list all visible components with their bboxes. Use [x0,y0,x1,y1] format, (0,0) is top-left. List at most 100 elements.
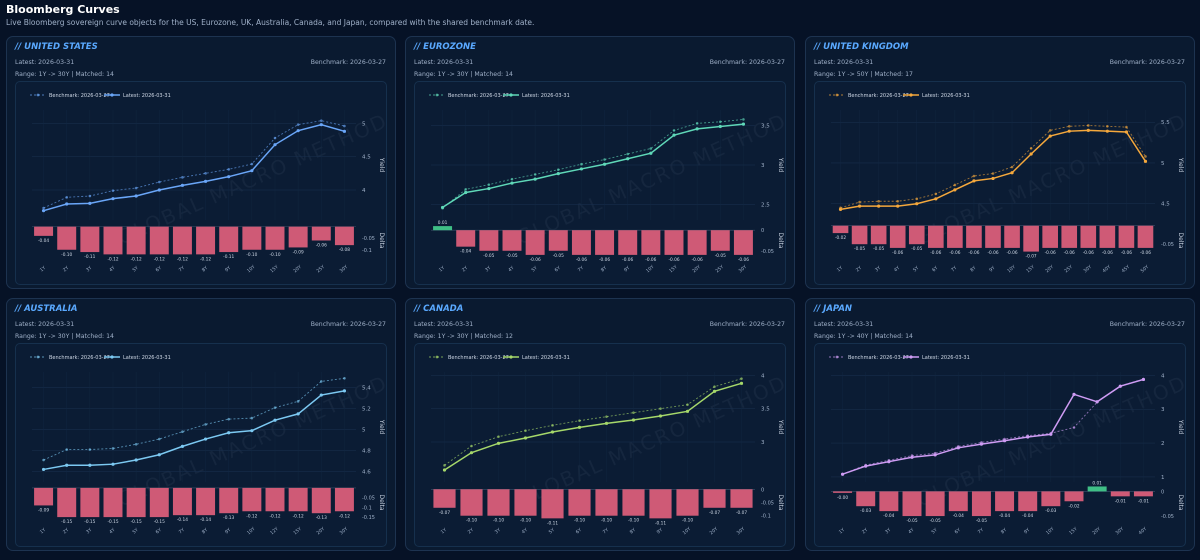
latest-point [550,430,555,434]
delta-value-label: -0.06 [576,257,587,263]
x-tick-label: 25Y [315,264,326,274]
x-tick-label: 6Y [155,527,163,535]
delta-bar [1042,225,1058,248]
x-tick-label: 4Y [108,527,116,535]
yield-tick-label: 5 [362,121,366,127]
delta-bar [57,226,77,250]
page-title: Bloomberg Curves [6,3,120,16]
x-tick-label: 4Y [893,265,901,273]
delta-bar [664,230,684,255]
curve-panel: // EUROZONE Latest: 2026-03-31 Benchmark: … [405,36,795,289]
latest-point [65,202,69,206]
delta-bar [172,487,192,516]
delta-tick-label: -0.05 [1161,514,1174,520]
benchmark-point [134,186,138,190]
legend-benchmark-marker [835,93,839,97]
range-info: Range: 1Y -> 30Y | Matched: 12 [414,333,513,340]
delta-bar [1018,491,1038,512]
delta-value-label: -0.05 [930,518,941,524]
delta-value-label: -0.13 [223,515,234,521]
yield-tick-label: 4.6 [362,470,371,476]
latest-point [712,389,717,393]
latest-point [1049,432,1053,436]
latest-point [933,453,937,457]
delta-value-label: -0.12 [107,256,118,262]
benchmark-point [1048,129,1052,132]
delta-bar [1133,491,1153,497]
x-tick-label: 7Y [602,527,610,535]
delta-bar [1137,225,1154,248]
delta-value-label: -0.12 [131,256,142,262]
latest-point [134,194,138,198]
latest-point [296,412,300,416]
legend-latest-marker [110,93,114,97]
latest-point [1118,384,1122,388]
latest-point [88,201,92,205]
yield-axis-label: Yield [1177,419,1184,434]
delta-bar [595,489,618,516]
legend-benchmark-marker [435,93,439,97]
yield-tick-label: 5 [362,428,366,434]
latest-point [672,133,676,137]
benchmark-point [556,168,560,172]
latest-point [1141,377,1146,382]
latest-date: Latest: 2026-03-31 [814,321,874,328]
latest-point [227,175,231,179]
benchmark-point [953,183,957,187]
benchmark-point [157,180,161,184]
delta-value-label: -0.04 [38,238,49,244]
delta-bar [460,489,483,516]
benchmark-point [111,447,115,450]
curve-chart: Benchmark: 2026-03-27 Latest: 2026-03-31 4… [829,93,1184,274]
benchmark-point [88,448,92,451]
legend-latest-label: Latest: 2026-03-31 [522,93,570,99]
delta-value-label: -0.06 [738,257,749,263]
delta-bar [149,226,169,255]
delta-value-label: -0.15 [84,519,95,525]
x-tick-label: 2Y [855,265,863,273]
benchmark-point [578,419,581,422]
legend-latest-label: Latest: 2026-03-31 [123,355,171,361]
benchmark-point [157,437,161,441]
delta-bar [288,226,308,248]
latest-date: Latest: 2026-03-31 [414,59,474,66]
latest-point [685,409,690,413]
yield-tick-label: 2 [1161,441,1165,447]
yield-tick-label: 4 [761,373,765,379]
delta-bar [1080,225,1097,248]
delta-bar [149,487,169,518]
latest-line [442,123,744,209]
x-tick-label: 6Y [954,527,962,535]
x-tick-label: 15Y [292,526,303,536]
legend: Benchmark: 2026-03-27 Latest: 2026-03-31 [429,355,570,361]
delta-tick-label: 0 [761,228,764,234]
page-subtitle: Live Bloomberg sovereign curve objects f… [6,18,535,27]
latest-point [631,418,636,422]
latest-point [523,436,528,440]
latest-point [342,389,347,393]
benchmark-point [250,162,254,166]
x-tick-label: 12Y [269,526,280,536]
latest-point [134,458,138,462]
curve-chart: Benchmark: 2026-03-27 Latest: 2026-03-31 4… [30,355,385,536]
delta-value-label: -0.10 [61,252,72,258]
delta-tick-label: -0.05 [761,249,774,255]
panel-title: // UNITED STATES [15,42,98,52]
delta-bar [479,230,499,251]
benchmark-point [273,136,277,140]
benchmark-point [1067,124,1071,128]
benchmark-point [227,168,231,171]
latest-point [273,418,277,422]
latest-line [444,382,742,471]
legend-benchmark-label: Benchmark: 2026-03-27 [448,93,509,99]
x-tick-label: 1Y [438,265,446,273]
latest-point [658,414,663,418]
delta-bar [103,226,123,255]
delta-bar [928,225,944,248]
benchmark-point [713,385,716,388]
delta-value-label: -0.11 [655,520,666,526]
latest-point [464,190,468,195]
delta-value-label: 0.01 [1092,480,1102,486]
x-tick-label: 20Y [1044,264,1055,274]
benchmark-point [470,444,473,448]
